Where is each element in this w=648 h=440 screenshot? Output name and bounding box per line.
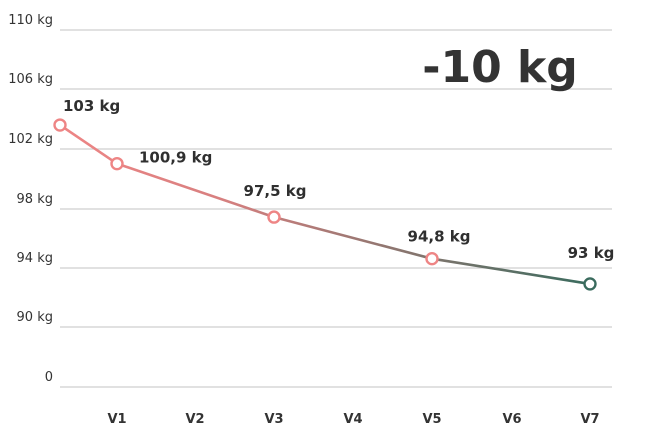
x-tick-label: V4: [343, 412, 362, 427]
x-tick-label: V3: [264, 412, 283, 427]
grid-lines: [60, 29, 612, 388]
data-labels: 103 kg 100,9 kg 97,5 kg 94,8 kg 93 kg: [63, 97, 614, 262]
x-tick-label: V1: [107, 412, 126, 427]
data-label: 100,9 kg: [139, 149, 212, 167]
data-label: 103 kg: [63, 97, 120, 115]
y-tick-label: 102 kg: [8, 132, 53, 147]
y-tick-label: 106 kg: [8, 72, 53, 87]
weight-loss-headline: -10 kg: [422, 42, 578, 93]
x-tick-label: V2: [185, 412, 204, 427]
y-tick-label: 0: [45, 370, 53, 385]
data-point: [425, 251, 439, 266]
data-label: 94,8 kg: [408, 228, 471, 246]
x-tick-label: V5: [422, 412, 441, 427]
y-axis-ticks: 110 kg 106 kg 102 kg 98 kg 94 kg 90 kg 0: [8, 13, 53, 385]
data-point: [267, 210, 281, 224]
x-tick-label: V6: [502, 412, 521, 427]
data-label: 93 kg: [568, 244, 615, 262]
data-points: [53, 118, 597, 291]
y-tick-label: 98 kg: [17, 192, 53, 207]
data-point: [53, 118, 67, 132]
data-point: [110, 156, 124, 171]
y-tick-label: 94 kg: [17, 251, 53, 266]
x-tick-label: V7: [580, 412, 599, 427]
x-axis-ticks: V1 V2 V3 V4 V5 V6 V7: [107, 412, 599, 427]
y-tick-label: 110 kg: [8, 13, 53, 28]
data-label: 97,5 kg: [244, 182, 307, 200]
y-tick-label: 90 kg: [17, 310, 53, 325]
data-point: [583, 277, 597, 291]
